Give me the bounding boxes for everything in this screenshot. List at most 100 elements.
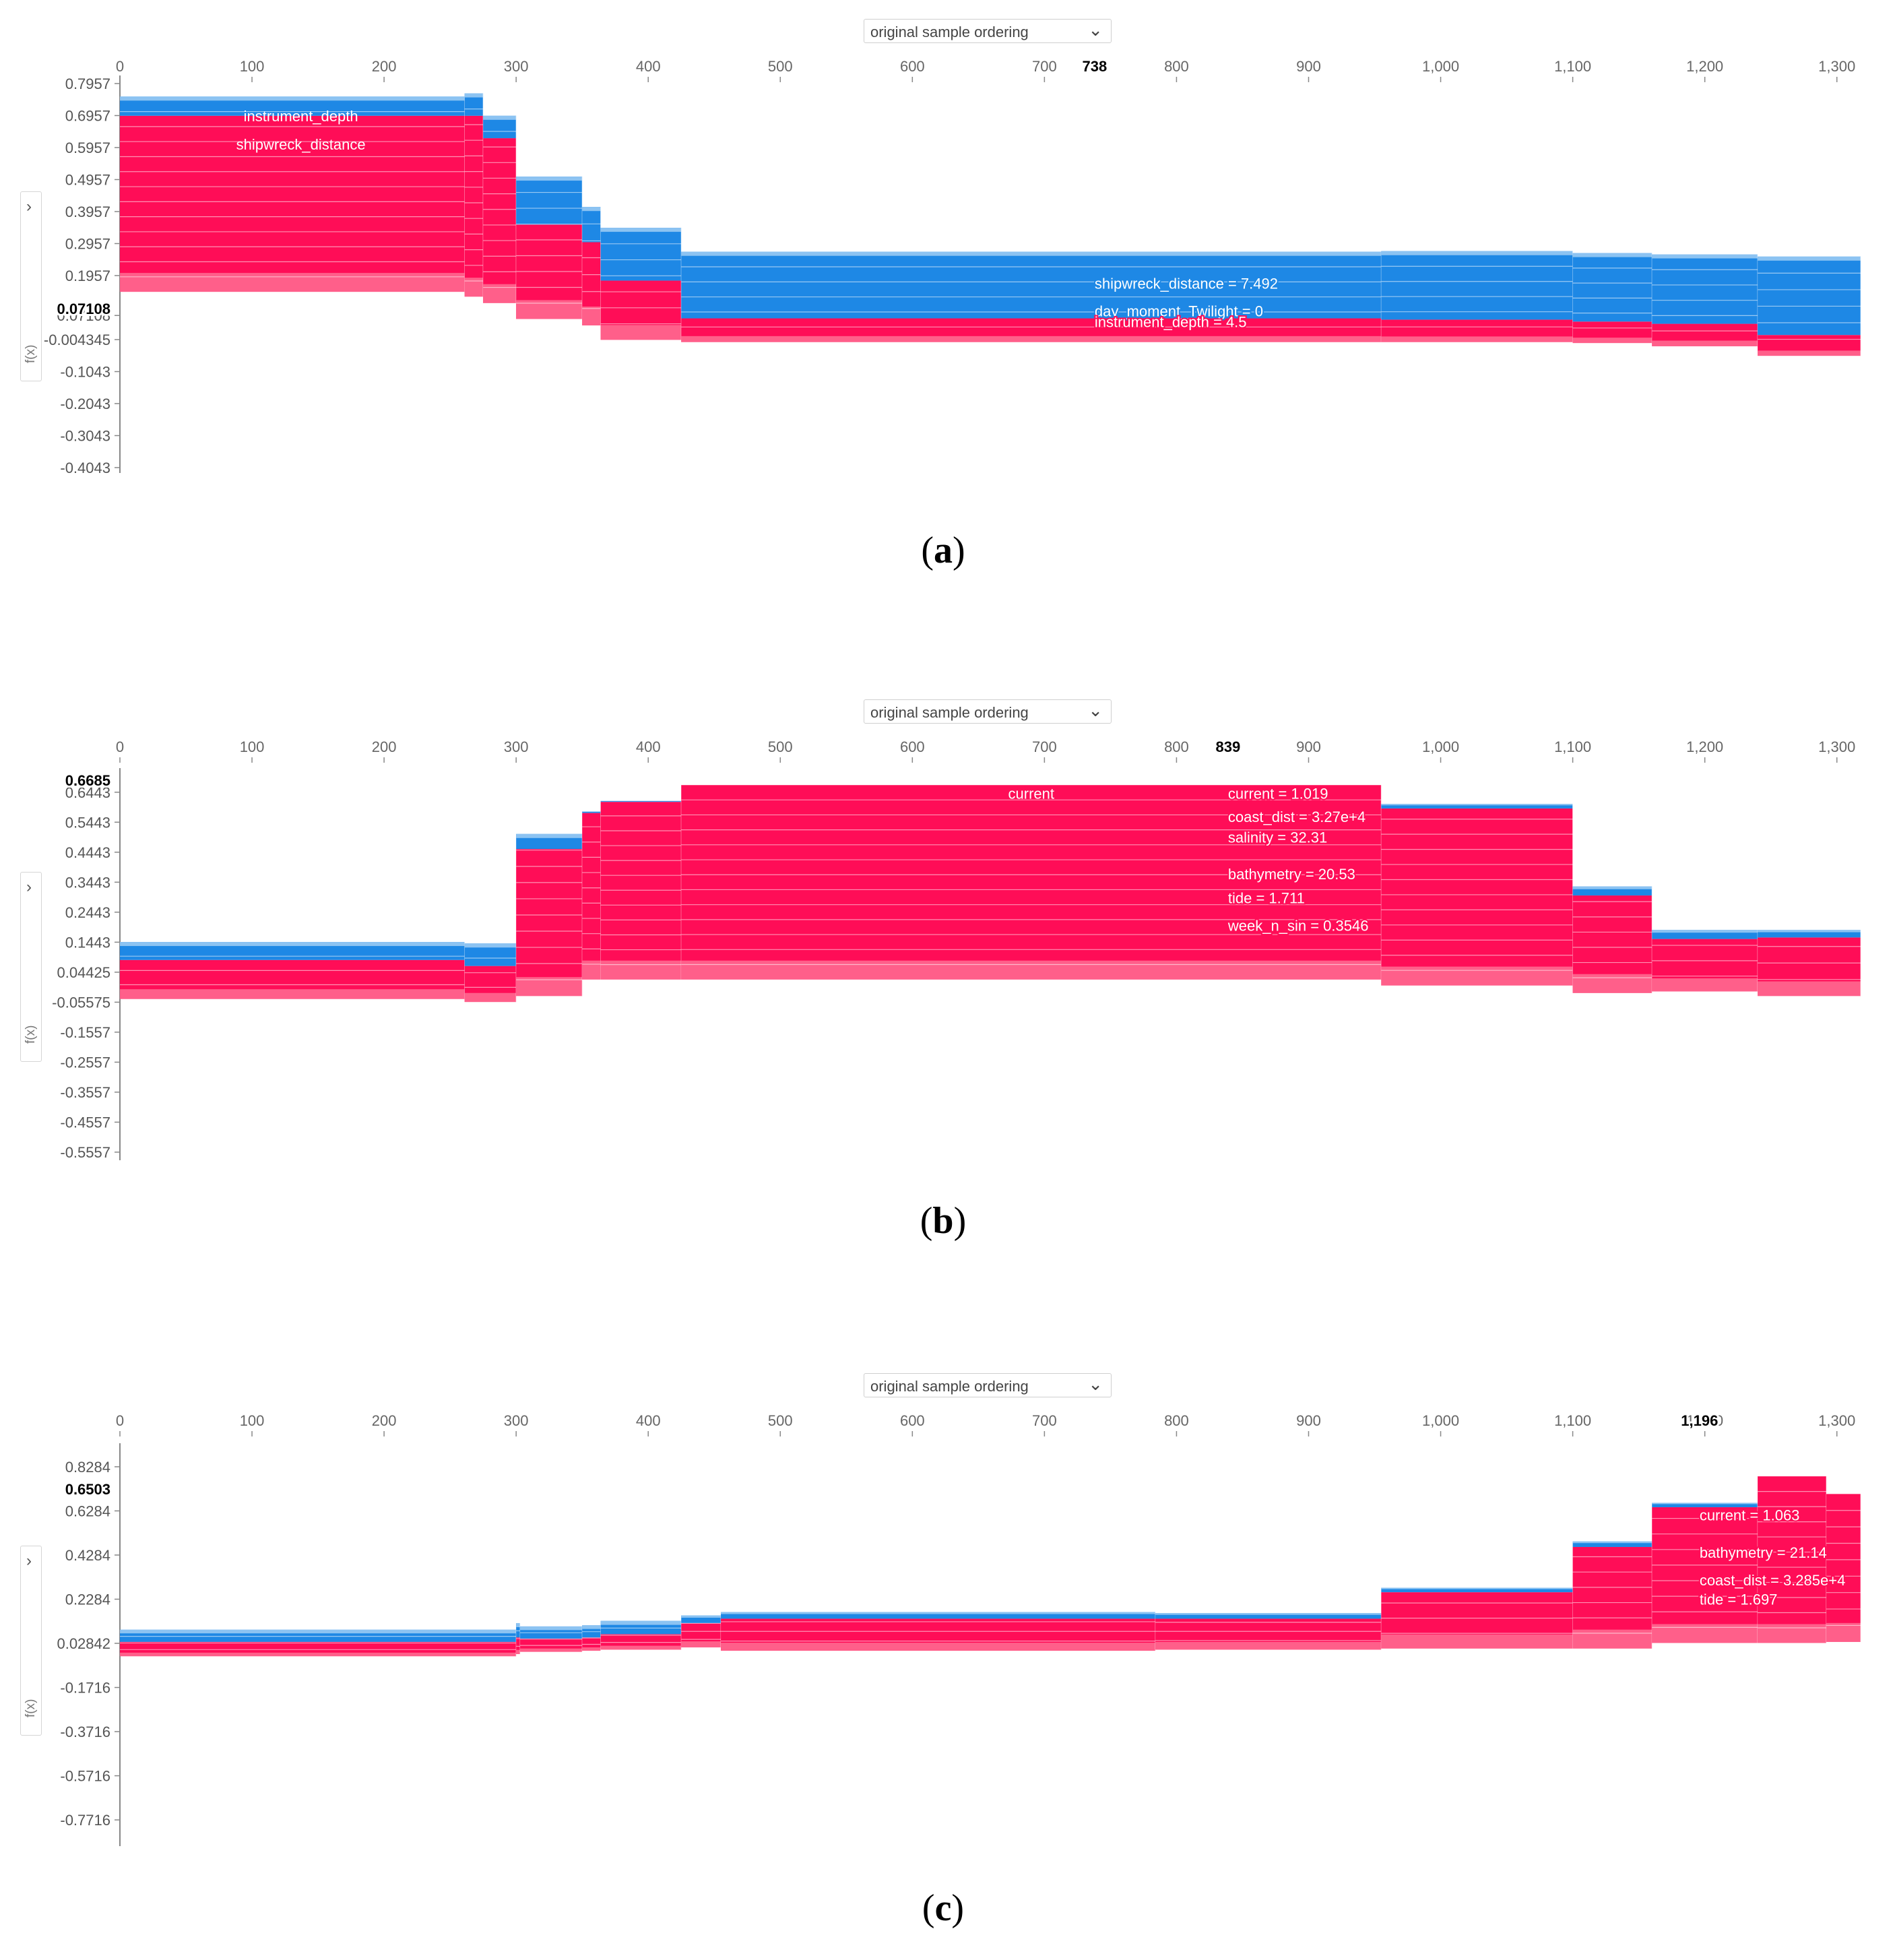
- positive-tail-band: [1381, 1634, 1573, 1649]
- y-tick-label: 0.6957: [65, 108, 110, 125]
- x-tick-label: 1,100: [1554, 738, 1591, 755]
- force-segment: [1652, 1503, 1758, 1643]
- positive-tail-band: [1155, 1641, 1382, 1650]
- force-plot-chart[interactable]: 0 100 200 300 400 500 600 700 800 900 1,000 1,100 1,…: [0, 1354, 1893, 1880]
- negative-tail-band: [120, 1629, 517, 1634]
- negative-tail-band: [1155, 1613, 1382, 1615]
- negative-tail-band: [1572, 253, 1653, 257]
- negative-contribution-block: [721, 1612, 1156, 1619]
- positive-tail-band: [483, 284, 517, 303]
- ordering-dropdown[interactable]: original sample ordering ⌄: [864, 1373, 1112, 1397]
- y-tick-label: 0.2284: [65, 1591, 110, 1608]
- force-segment: [1758, 1476, 1827, 1643]
- positive-tail-band: [1572, 1629, 1653, 1649]
- negative-contribution-block: [1381, 251, 1573, 320]
- x-tick-label: 0: [116, 738, 124, 755]
- positive-tail-band: [464, 992, 517, 1003]
- y-axis-selector[interactable]: › f(x): [20, 1546, 42, 1736]
- y-tick-label: 0.3957: [65, 203, 110, 220]
- positive-contribution-block: [582, 813, 601, 980]
- force-segment: [681, 785, 1382, 980]
- x-tick-label: 500: [768, 738, 793, 755]
- force-segment: [464, 943, 517, 1003]
- y-tick-label: -0.3716: [60, 1724, 110, 1740]
- x-tick-label: 1,300: [1818, 738, 1855, 755]
- y-tick-label: -0.05575: [52, 994, 110, 1011]
- y-axis-selector[interactable]: › f(x): [20, 872, 42, 1062]
- negative-contribution-block: [516, 1622, 521, 1638]
- positive-tail-band: [1652, 978, 1758, 992]
- negative-contribution-block: [1652, 1503, 1758, 1508]
- y-tick-label: 0.7957: [65, 75, 110, 92]
- x-tick-label: 1,200: [1686, 738, 1723, 755]
- ordering-dropdown-label: original sample ordering: [870, 1378, 1029, 1395]
- positive-tail-band: [1572, 338, 1653, 344]
- feature-annotation: current = 1.019: [1228, 786, 1328, 802]
- force-segment: [516, 833, 583, 997]
- negative-tail-band: [582, 1625, 601, 1629]
- feature-annotation: tide = 1.697: [1700, 1591, 1778, 1608]
- x-tick-label: 200: [372, 58, 397, 75]
- negative-contribution-block: [1155, 1613, 1382, 1619]
- negative-tail-band: [516, 1622, 521, 1627]
- x-tick-label: 0: [116, 58, 124, 75]
- positive-tail-band: [120, 1652, 517, 1657]
- x-tick-label: 700: [1032, 738, 1057, 755]
- force-segment: [120, 942, 466, 999]
- x-tick-label: 600: [900, 738, 925, 755]
- negative-tail-band: [516, 833, 583, 838]
- positive-tail-band: [582, 960, 601, 980]
- negative-tail-band: [1652, 254, 1758, 259]
- y-tick-label: -0.3557: [60, 1084, 110, 1101]
- ordering-dropdown[interactable]: original sample ordering ⌄: [864, 19, 1112, 43]
- negative-contribution-block: [582, 811, 601, 813]
- y-axis-selector[interactable]: › f(x): [20, 191, 42, 381]
- y-tick-label: 0.5957: [65, 139, 110, 156]
- selected-sample-label: 839: [1216, 738, 1241, 755]
- negative-tail-band: [721, 1612, 1156, 1614]
- force-segment: [1381, 1587, 1574, 1649]
- y-tick-label: -0.2043: [60, 396, 110, 412]
- x-tick-label: 300: [504, 738, 529, 755]
- feature-annotation: bathymetry = 21.14: [1700, 1544, 1827, 1561]
- force-segment: [582, 811, 602, 980]
- y-tick-label: 0.4284: [65, 1547, 110, 1564]
- negative-tail-band: [1652, 930, 1758, 933]
- y-tick-label: 0.5443: [65, 814, 110, 831]
- positive-contribution-block: [516, 849, 583, 997]
- force-plot-chart[interactable]: 0 100 200 300 400 500 600 700 800 900 1,000 1,100 1,…: [0, 681, 1893, 1206]
- x-tick-label: 1,100: [1554, 1412, 1591, 1429]
- negative-tail-band: [120, 96, 465, 101]
- negative-tail-band: [1652, 1503, 1758, 1505]
- y-tick-label: 0.02842: [57, 1635, 110, 1652]
- chevron-down-icon: ⌄: [1088, 700, 1103, 720]
- feature-annotation: coast_dist = 3.285e+4: [1700, 1572, 1846, 1589]
- force-segment: [600, 1620, 682, 1650]
- positive-contribution-block: [1381, 808, 1573, 986]
- feature-annotation: tide = 1.711: [1228, 890, 1305, 907]
- selected-sample-label: 1,196: [1681, 1412, 1718, 1429]
- positive-tail-band: [120, 989, 465, 999]
- ordering-dropdown[interactable]: original sample ordering ⌄: [864, 699, 1112, 724]
- feature-annotation: shipwreck_distance = 7.492: [1095, 275, 1278, 292]
- force-segment: [681, 1615, 721, 1648]
- positive-tail-band: [1758, 981, 1861, 997]
- force-plot-chart[interactable]: 0 100 200 300 400 500 600 700 800 900 1,000 1,100 1,…: [0, 0, 1893, 526]
- x-tick-label: 100: [240, 58, 265, 75]
- force-plot-panel-a: original sample ordering ⌄ › f(x) 0 100 20…: [0, 0, 1893, 606]
- force-segment: [1572, 886, 1653, 993]
- negative-contribution-block: [1758, 930, 1861, 938]
- negative-tail-band: [681, 1615, 721, 1618]
- negative-tail-band: [1381, 1587, 1573, 1589]
- positive-contribution-block: [1652, 1507, 1758, 1643]
- positive-tail-band: [600, 960, 682, 980]
- y-tick-label: 0.07108: [57, 307, 110, 324]
- feature-annotation: bathymetry = 20.53: [1228, 866, 1355, 883]
- force-segment: [1652, 254, 1758, 346]
- positive-tail-band: [1826, 1622, 1861, 1642]
- positive-contribution-block: [600, 802, 682, 980]
- panel-caption: (b): [920, 1200, 967, 1242]
- positive-tail-band: [582, 306, 601, 325]
- feature-annotation: week_n_sin = 0.3546: [1227, 918, 1369, 935]
- y-tick-label: -0.3043: [60, 428, 110, 445]
